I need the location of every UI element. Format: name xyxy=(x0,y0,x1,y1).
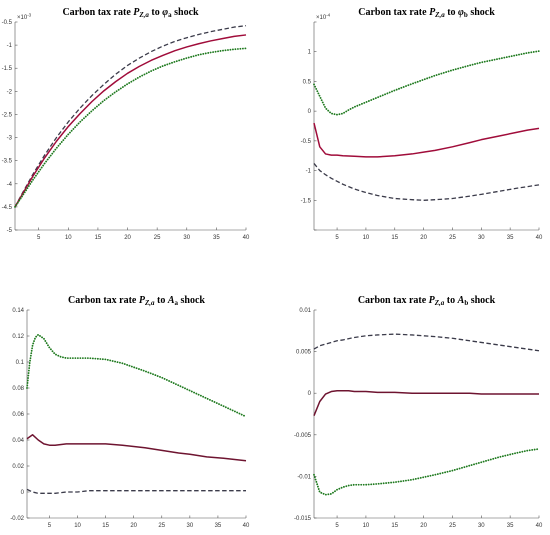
x-tick-label: 10 xyxy=(363,235,370,241)
x-tick-label: 15 xyxy=(95,235,102,241)
chart-title: Carbon tax rate PZ,a to φb shock xyxy=(358,7,495,19)
y-tick-label: -0.5 xyxy=(301,139,312,145)
y-tick-label: -3.5 xyxy=(2,159,13,165)
axis-exponent-label: ×10-4 xyxy=(316,13,331,22)
y-tick-label: -0.5 xyxy=(2,20,13,26)
x-tick-label: 20 xyxy=(420,235,427,241)
x-tick-label: 20 xyxy=(124,235,131,241)
x-tick-label: 35 xyxy=(507,523,514,529)
x-tick-label: 25 xyxy=(158,523,165,529)
x-tick-label: 15 xyxy=(102,523,109,529)
x-tick-label: 25 xyxy=(154,235,161,241)
series-line-solid xyxy=(313,122,540,158)
y-tick-label: 0 xyxy=(308,391,312,397)
x-tick-label: 30 xyxy=(478,235,485,241)
y-tick-label: 0.02 xyxy=(12,464,24,470)
y-tick-label: -1.5 xyxy=(301,198,312,204)
chart-panel-1: 5 10 15 20 25 30 35 40 -0.5 -1 -1.5 -2 -2.5 -3 -3.5 -4 -… xyxy=(2,7,250,241)
x-tick-label: 25 xyxy=(449,235,456,241)
y-tick-label: 0.005 xyxy=(296,350,312,356)
x-tick-label: 10 xyxy=(74,523,81,529)
series-line-dashed xyxy=(26,488,246,494)
series-line-solid xyxy=(14,34,247,208)
x-tick-label: 15 xyxy=(391,235,398,241)
chart-panel-4: 5 10 15 20 25 30 35 40 0.01 0.005 0 -0.005 -0.01 -0.0… xyxy=(294,295,543,529)
y-tick-label: 0.06 xyxy=(12,412,24,418)
x-tick-label: 35 xyxy=(213,235,220,241)
x-tick-label: 40 xyxy=(536,523,543,529)
x-tick-label: 40 xyxy=(243,235,250,241)
y-tick-label: 0 xyxy=(308,109,312,115)
x-tick-label: 30 xyxy=(183,235,190,241)
y-tick-label: -1 xyxy=(7,43,13,49)
y-tick-label: -4.5 xyxy=(2,205,13,211)
y-tick-label: -0.015 xyxy=(294,516,312,522)
x-tick-label: 20 xyxy=(420,523,427,529)
x-tick-label: 15 xyxy=(391,523,398,529)
x-tick-label: 35 xyxy=(215,523,222,529)
y-tick-label: -1.5 xyxy=(2,66,13,72)
axis-exponent-label: ×10-3 xyxy=(17,13,32,22)
x-tick-label: 5 xyxy=(335,523,339,529)
y-tick-label: -4 xyxy=(7,182,13,188)
y-tick-label: 0.08 xyxy=(12,386,24,392)
y-tick-label: -1 xyxy=(306,169,312,175)
chart-panel-3: 5 10 15 20 25 30 35 40 0.14 0.12 0.1 0.08 0.06 0.04 0.… xyxy=(10,295,250,529)
x-tick-label: 20 xyxy=(130,523,137,529)
y-tick-label: -0.01 xyxy=(297,474,311,480)
x-tick-label: 30 xyxy=(478,523,485,529)
series-line-solid xyxy=(26,434,247,462)
y-tick-label: -2 xyxy=(7,89,13,95)
y-tick-label: 0.04 xyxy=(12,438,24,444)
y-tick-label: 0 xyxy=(21,490,25,496)
y-tick-label: -0.005 xyxy=(294,433,312,439)
y-tick-label: 0.12 xyxy=(12,334,24,340)
series-line-dashed xyxy=(313,333,540,352)
x-tick-label: 30 xyxy=(187,523,194,529)
x-tick-label: 5 xyxy=(37,235,41,241)
y-tick-label: -2.5 xyxy=(2,112,13,118)
y-tick-label: -5 xyxy=(7,228,13,234)
chart-title: Carbon tax rate PZ,a to Ab shock xyxy=(358,295,496,307)
series-line-dotted xyxy=(313,50,540,116)
x-tick-label: 40 xyxy=(536,235,543,241)
x-tick-label: 5 xyxy=(48,523,52,529)
series-line-dotted xyxy=(313,448,540,496)
x-tick-label: 25 xyxy=(449,523,456,529)
chart-title: Carbon tax rate PZ,a to Aa shock xyxy=(68,295,205,307)
y-tick-label: -3 xyxy=(7,136,13,142)
chart-panel-2: 5 10 15 20 25 30 35 40 1 0.5 0 -0.5 -1 -1.5 ×10-4 Carbo… xyxy=(301,7,543,241)
x-tick-label: 10 xyxy=(65,235,72,241)
y-tick-label: 0.5 xyxy=(303,79,312,85)
series-line-dotted xyxy=(14,47,247,208)
series-line-dashed xyxy=(14,25,247,208)
chart-title: Carbon tax rate PZ,a to φa shock xyxy=(62,7,199,19)
y-tick-label: 1 xyxy=(308,50,312,56)
y-tick-label: 0.14 xyxy=(12,308,24,314)
y-tick-label: 0.1 xyxy=(16,360,25,366)
series-line-dashed xyxy=(313,163,540,201)
x-tick-label: 40 xyxy=(243,523,250,529)
x-tick-label: 10 xyxy=(363,523,370,529)
series-line-solid xyxy=(313,389,539,416)
y-tick-label: -0.02 xyxy=(10,516,24,522)
series-line-dotted xyxy=(26,333,247,418)
y-tick-label: 0.01 xyxy=(299,308,311,314)
x-tick-label: 35 xyxy=(507,235,514,241)
x-tick-label: 5 xyxy=(335,235,339,241)
